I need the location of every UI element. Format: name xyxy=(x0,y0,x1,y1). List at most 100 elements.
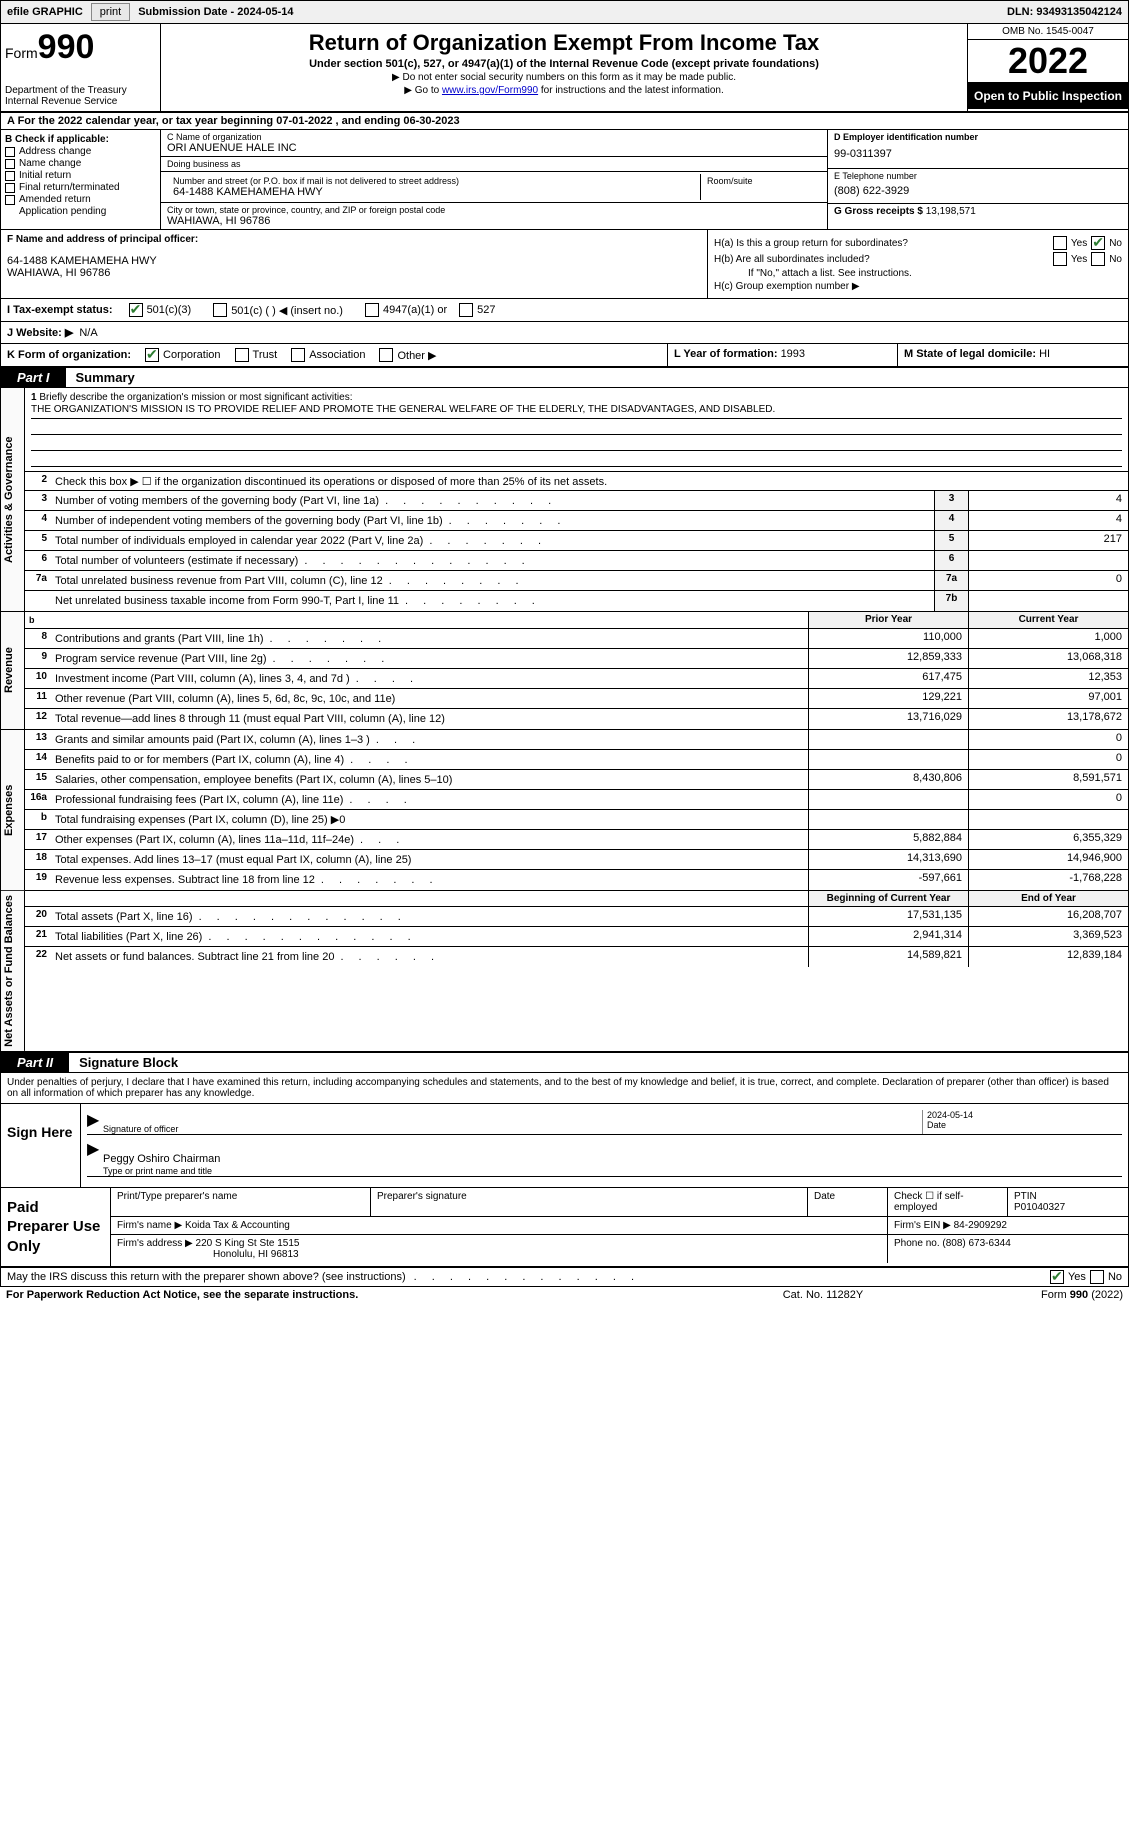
line-8-curr: 1,000 xyxy=(968,629,1128,648)
footer-bottom: For Paperwork Reduction Act Notice, see … xyxy=(0,1287,1129,1303)
line-17-desc: Other expenses (Part IX, column (A), lin… xyxy=(55,834,354,846)
paperwork-notice: For Paperwork Reduction Act Notice, see … xyxy=(6,1289,723,1301)
line-4-val: 4 xyxy=(968,511,1128,530)
part-1-tag: Part I xyxy=(1,368,66,387)
omb-number: OMB No. 1545-0047 xyxy=(968,24,1128,40)
state-domicile-value: HI xyxy=(1039,348,1050,360)
checkbox-501c[interactable] xyxy=(213,303,227,317)
line-18-desc: Total expenses. Add lines 13–17 (must eq… xyxy=(55,854,411,866)
signature-date-label: Date xyxy=(927,1120,1118,1130)
checkbox-4947[interactable] xyxy=(365,303,379,317)
telephone-value: (808) 622-3929 xyxy=(834,181,1122,201)
ha-label: H(a) Is this a group return for subordin… xyxy=(714,238,1049,249)
ptin-value: P01040327 xyxy=(1014,1202,1122,1213)
hb-no-checkbox[interactable] xyxy=(1091,252,1105,266)
checkbox-501c3[interactable] xyxy=(129,303,143,317)
summary-section: Activities & Governance 1 Briefly descri… xyxy=(0,388,1129,1053)
preparer-date-label: Date xyxy=(808,1188,888,1216)
efile-label: efile GRAPHIC xyxy=(1,4,89,20)
line-5-desc: Total number of individuals employed in … xyxy=(55,535,423,547)
ptin-label: PTIN xyxy=(1014,1191,1122,1202)
checkbox-address-change[interactable] xyxy=(5,147,15,157)
ha-no-checkbox[interactable] xyxy=(1091,236,1105,250)
checkbox-527[interactable] xyxy=(459,303,473,317)
line-16a-desc: Professional fundraising fees (Part IX, … xyxy=(55,794,343,806)
checkbox-final-return[interactable] xyxy=(5,183,15,193)
checkbox-name-change[interactable] xyxy=(5,159,15,169)
preparer-name-label: Print/Type preparer's name xyxy=(117,1191,364,1202)
label-initial-return: Initial return xyxy=(19,170,71,181)
sign-arrow-icon: ▶ xyxy=(87,1110,103,1134)
line-10-desc: Investment income (Part VIII, column (A)… xyxy=(55,673,350,685)
sign-block: Sign Here ▶ Signature of officer 2024-05… xyxy=(0,1104,1129,1188)
city-label: City or town, state or province, country… xyxy=(167,205,821,215)
tax-year-begin: 07-01-2022 xyxy=(276,115,332,127)
form-990-footer: 990 xyxy=(1070,1289,1088,1301)
vlabel-activities: Activities & Governance xyxy=(1,388,25,611)
line-16b-desc: Total fundraising expenses (Part IX, col… xyxy=(55,813,345,826)
section-bcdeg: B Check if applicable: Address change Na… xyxy=(0,130,1129,230)
line-12-prior: 13,716,029 xyxy=(808,709,968,729)
print-button[interactable]: print xyxy=(91,3,130,21)
org-name: ORI ANUENUE HALE INC xyxy=(167,142,821,154)
line-7b-desc: Net unrelated business taxable income fr… xyxy=(55,595,399,607)
line-21-begin: 2,941,314 xyxy=(808,927,968,946)
box-h: H(a) Is this a group return for subordin… xyxy=(708,230,1128,298)
hb-yes-checkbox[interactable] xyxy=(1053,252,1067,266)
submission-label: Submission Date - 2024-05-14 xyxy=(132,4,299,20)
website-label: J Website: ▶ xyxy=(7,326,73,339)
line-19-desc: Revenue less expenses. Subtract line 18 … xyxy=(55,874,315,886)
firm-phone-label: Phone no. xyxy=(894,1238,942,1249)
form-year-footer: (2022) xyxy=(1088,1289,1123,1301)
part-2-tag: Part II xyxy=(1,1053,69,1072)
officer-name-label: Type or print name and title xyxy=(103,1166,1122,1176)
label-corporation: Corporation xyxy=(163,349,220,361)
line-18-curr: 14,946,900 xyxy=(968,850,1128,869)
street-label: Number and street (or P.O. box if mail i… xyxy=(173,176,694,186)
hc-label: H(c) Group exemption number ▶ xyxy=(714,281,1122,292)
row-a-text-b: , and ending xyxy=(332,115,403,127)
line-17-curr: 6,355,329 xyxy=(968,830,1128,849)
perjury-declaration: Under penalties of perjury, I declare th… xyxy=(0,1073,1129,1104)
line-11-desc: Other revenue (Part VIII, column (A), li… xyxy=(55,693,395,705)
label-501c3: 501(c)(3) xyxy=(147,304,192,316)
hdr-current-year: Current Year xyxy=(968,612,1128,628)
line-12-curr: 13,178,672 xyxy=(968,709,1128,729)
line-4-desc: Number of independent voting members of … xyxy=(55,515,443,527)
ha-yes-checkbox[interactable] xyxy=(1053,236,1067,250)
irs-link[interactable]: www.irs.gov/Form990 xyxy=(442,85,538,96)
box-f: F Name and address of principal officer:… xyxy=(1,230,708,298)
checkbox-amended-return[interactable] xyxy=(5,195,15,205)
line-20-desc: Total assets (Part X, line 16) xyxy=(55,911,193,923)
discuss-no-checkbox[interactable] xyxy=(1090,1270,1104,1284)
label-final-return: Final return/terminated xyxy=(19,182,120,193)
line-13-curr: 0 xyxy=(968,730,1128,749)
checkbox-association[interactable] xyxy=(291,348,305,362)
line-1-mission: 1 Briefly describe the organization's mi… xyxy=(25,388,1128,471)
discuss-yes-checkbox[interactable] xyxy=(1050,1270,1064,1284)
discuss-yes-label: Yes xyxy=(1068,1271,1086,1283)
checkbox-other[interactable] xyxy=(379,348,393,362)
checkbox-initial-return[interactable] xyxy=(5,171,15,181)
row-a-tax-year: A For the 2022 calendar year, or tax yea… xyxy=(0,113,1129,130)
firm-addr1: 220 S King St Ste 1515 xyxy=(196,1238,300,1249)
line-9-curr: 13,068,318 xyxy=(968,649,1128,668)
checkbox-trust[interactable] xyxy=(235,348,249,362)
officer-addr1: 64-1488 KAMEHAMEHA HWY xyxy=(7,255,701,267)
form-title-block: Return of Organization Exempt From Incom… xyxy=(161,24,968,111)
form-id-block: Form990 Department of the Treasury Inter… xyxy=(1,24,161,111)
group-revenue: Revenue bPrior YearCurrent Year 8Contrib… xyxy=(1,612,1128,730)
line-8-prior: 110,000 xyxy=(808,629,968,648)
line-14-desc: Benefits paid to or for members (Part IX… xyxy=(55,754,344,766)
form-of-org-label: K Form of organization: xyxy=(7,349,131,361)
checkbox-corporation[interactable] xyxy=(145,348,159,362)
line-7a-desc: Total unrelated business revenue from Pa… xyxy=(55,575,383,587)
line-12-desc: Total revenue—add lines 8 through 11 (mu… xyxy=(55,713,445,725)
dln-label: DLN: xyxy=(1007,6,1036,18)
dln: DLN: 93493135042124 xyxy=(1001,4,1128,20)
line-13-desc: Grants and similar amounts paid (Part IX… xyxy=(55,734,370,746)
firm-addr2: Honolulu, HI 96813 xyxy=(213,1249,299,1260)
ein-value: 99-0311397 xyxy=(834,142,1122,166)
website-value: N/A xyxy=(79,327,97,339)
line-6-val xyxy=(968,551,1128,570)
